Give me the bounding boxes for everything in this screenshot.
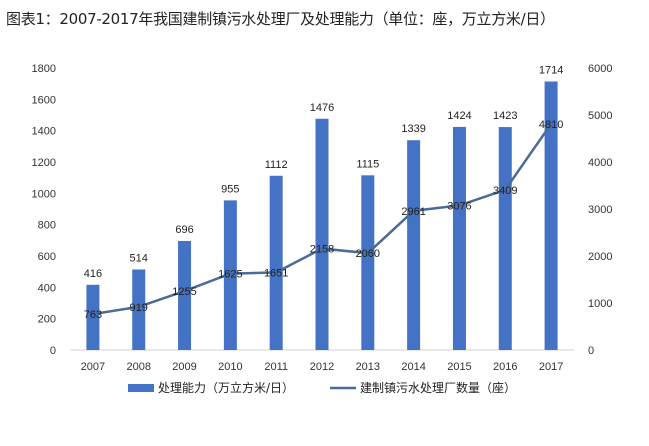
- bar: [361, 175, 375, 350]
- x-axis-tick-label: 2011: [264, 361, 288, 373]
- bar-data-label: 1423: [493, 110, 517, 122]
- line-data-label: 3076: [447, 200, 471, 212]
- line-point: [320, 247, 324, 251]
- left-axis-tick-label: 200: [38, 314, 56, 326]
- line-point: [366, 251, 370, 255]
- bar: [315, 118, 329, 350]
- bar-data-label: 1476: [310, 102, 334, 114]
- line-data-label: 4810: [539, 119, 563, 131]
- legend-line-label: 建制镇污水处理厂数量（座）: [360, 380, 516, 395]
- line-data-label: 3409: [493, 185, 517, 197]
- line-data-label: 1651: [264, 267, 288, 279]
- x-axis-tick-label: 2017: [539, 361, 563, 373]
- x-axis-tick-label: 2016: [493, 361, 517, 373]
- bar: [544, 81, 558, 351]
- line-point: [503, 188, 507, 192]
- line-point: [457, 203, 461, 207]
- x-axis-tick-label: 2015: [447, 361, 471, 373]
- right-axis-tick-label: 5000: [588, 110, 612, 122]
- bar-data-label: 1714: [539, 64, 563, 76]
- bar: [178, 240, 192, 350]
- bar-data-label: 955: [221, 183, 239, 195]
- left-axis-tick-label: 1600: [32, 94, 56, 106]
- right-axis-tick-label: 0: [588, 345, 594, 357]
- line-data-label: 2961: [401, 206, 425, 218]
- bar: [452, 126, 466, 350]
- x-axis-tick-label: 2007: [81, 361, 105, 373]
- line-point: [549, 122, 553, 126]
- bar-data-label: 1424: [447, 110, 471, 122]
- bar-data-label: 416: [84, 268, 102, 280]
- x-axis-tick-label: 2010: [218, 361, 242, 373]
- bar: [223, 200, 237, 350]
- bar: [498, 127, 512, 351]
- line-point: [274, 270, 278, 274]
- left-axis-tick-label: 400: [38, 282, 56, 294]
- right-axis-tick-label: 6000: [588, 63, 612, 75]
- line-data-label: 2060: [356, 248, 380, 260]
- x-axis-tick-label: 2012: [310, 361, 334, 373]
- bar-data-label: 1115: [356, 158, 379, 170]
- line-point: [91, 312, 95, 316]
- left-axis-tick-label: 0: [50, 345, 56, 357]
- line-data-label: 763: [84, 309, 102, 321]
- x-axis-tick-label: 2013: [356, 361, 380, 373]
- right-axis-tick-label: 3000: [588, 204, 612, 216]
- left-axis-tick-label: 1800: [32, 63, 56, 75]
- x-axis-tick-label: 2014: [401, 361, 425, 373]
- left-axis-tick-label: 800: [38, 220, 56, 232]
- bar-data-label: 514: [130, 252, 148, 264]
- bar-data-label: 696: [175, 224, 193, 236]
- line-point: [183, 289, 187, 293]
- line-point: [228, 272, 232, 276]
- line-data-label: 1625: [218, 269, 242, 281]
- bar-data-label: 1112: [265, 159, 288, 171]
- right-axis-tick-label: 4000: [588, 157, 612, 169]
- line-data-label: 1255: [172, 286, 196, 298]
- line-data-label: 2158: [310, 244, 334, 256]
- bar: [407, 140, 421, 350]
- x-axis-tick-label: 2009: [172, 361, 196, 373]
- line-data-label: 919: [130, 302, 148, 314]
- bar-data-label: 1339: [401, 123, 425, 135]
- left-axis-tick-label: 1400: [32, 126, 56, 138]
- left-axis-tick-label: 1000: [32, 188, 56, 200]
- left-axis-tick-label: 1200: [32, 157, 56, 169]
- x-axis-tick-label: 2008: [126, 361, 150, 373]
- line-point: [137, 305, 141, 309]
- chart-title: 图表1：2007-2017年我国建制镇污水处理厂及处理能力（单位：座，万立方米/…: [6, 10, 555, 28]
- line-point: [412, 209, 416, 213]
- bar: [269, 175, 283, 350]
- right-axis-tick-label: 1000: [588, 298, 612, 310]
- right-axis-tick-label: 2000: [588, 251, 612, 263]
- left-axis-tick-label: 600: [38, 251, 56, 263]
- bar: [86, 284, 100, 350]
- bar: [132, 269, 146, 350]
- legend-bar-swatch: [128, 384, 154, 392]
- legend-bar-label: 处理能力（万立方米/日）: [158, 380, 294, 395]
